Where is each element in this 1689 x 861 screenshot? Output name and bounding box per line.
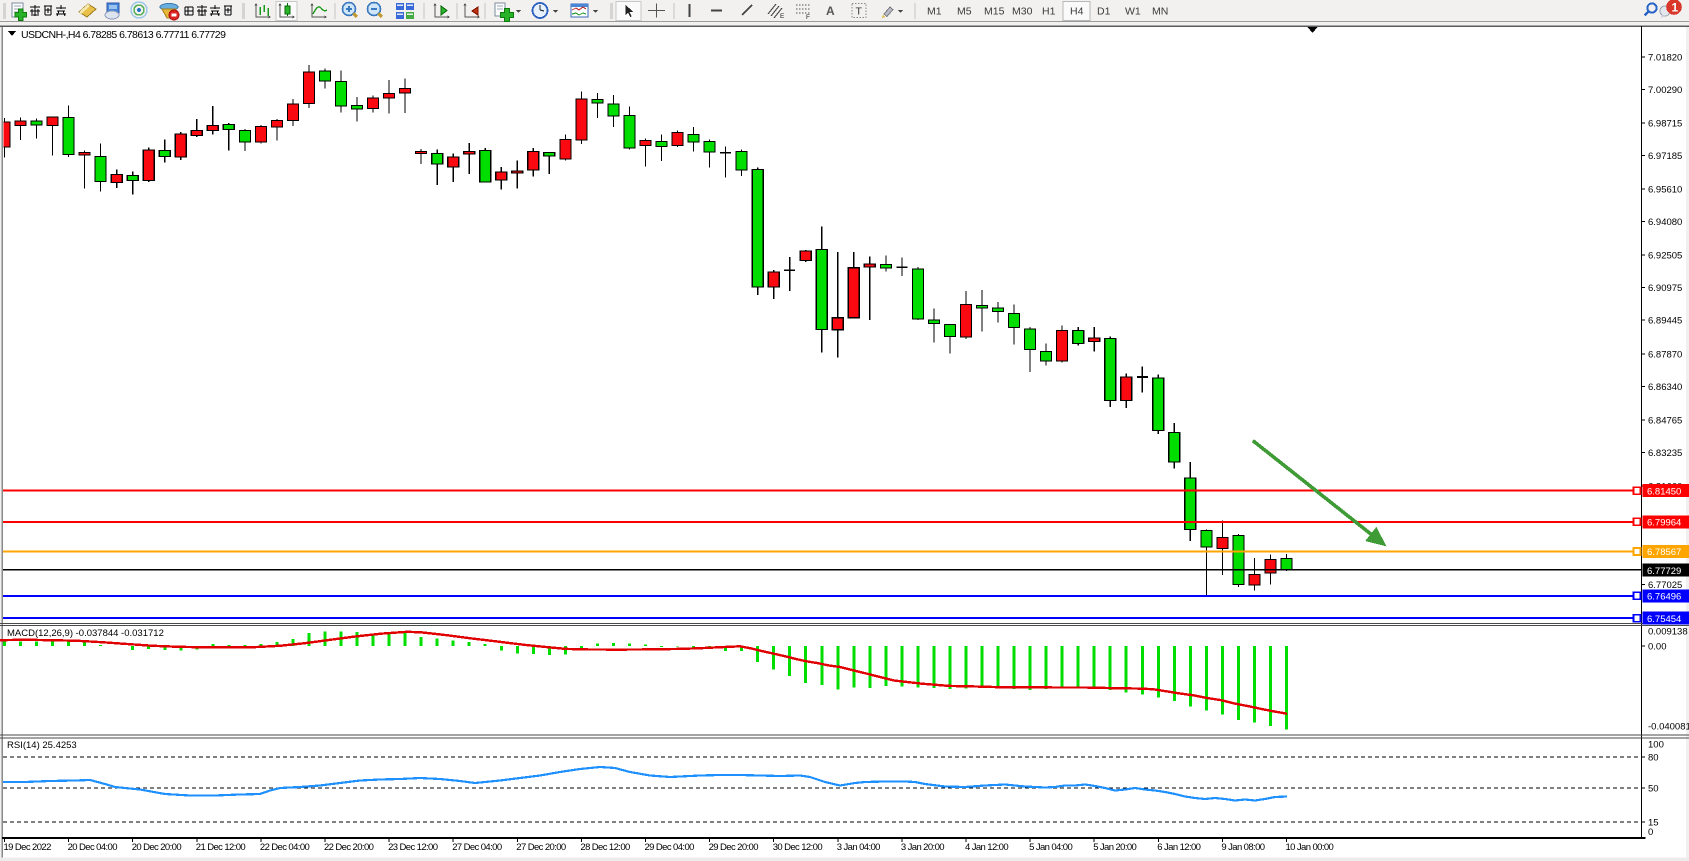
svg-text:21 Dec 12:00: 21 Dec 12:00 (196, 842, 246, 853)
svg-text:M30: M30 (1012, 6, 1033, 18)
svg-text:F: F (806, 14, 810, 21)
svg-text:M15: M15 (984, 6, 1005, 18)
svg-text:6.77025: 6.77025 (1648, 580, 1682, 591)
svg-text:6.75454: 6.75454 (1647, 614, 1681, 625)
svg-text:6.79964: 6.79964 (1647, 518, 1681, 529)
svg-text:10 Jan 00:00: 10 Jan 00:00 (1286, 842, 1334, 853)
svg-text:H4: H4 (1070, 6, 1084, 18)
svg-text:3 Jan 04:00: 3 Jan 04:00 (837, 842, 880, 853)
svg-text:6.83235: 6.83235 (1648, 448, 1682, 459)
svg-text:20 Dec 04:00: 20 Dec 04:00 (68, 842, 118, 853)
svg-text:1: 1 (1672, 1, 1679, 15)
svg-text:7.00290: 7.00290 (1648, 85, 1682, 96)
svg-text:D1: D1 (1097, 6, 1111, 18)
svg-text:9 Jan 08:00: 9 Jan 08:00 (1221, 842, 1264, 853)
svg-text:MN: MN (1152, 6, 1168, 18)
svg-text:80: 80 (1648, 753, 1659, 764)
svg-text:100: 100 (1648, 740, 1664, 751)
svg-text:0.00: 0.00 (1648, 642, 1667, 653)
svg-text:6.84765: 6.84765 (1648, 415, 1682, 426)
svg-text:15: 15 (1648, 818, 1659, 829)
svg-text:MACD(12,26,9) -0.037844 -0.031: MACD(12,26,9) -0.037844 -0.031712 (7, 628, 164, 639)
svg-text:M1: M1 (927, 6, 942, 18)
svg-text:23 Dec 12:00: 23 Dec 12:00 (388, 842, 438, 853)
svg-text:22 Dec 20:00: 22 Dec 20:00 (324, 842, 374, 853)
svg-text:27 Dec 20:00: 27 Dec 20:00 (516, 842, 566, 853)
svg-text:M5: M5 (957, 6, 972, 18)
svg-text:6.86340: 6.86340 (1648, 382, 1682, 393)
svg-text:27 Dec 04:00: 27 Dec 04:00 (452, 842, 502, 853)
svg-text:RSI(14) 25.4253: RSI(14) 25.4253 (7, 740, 77, 751)
svg-text:6.95610: 6.95610 (1648, 185, 1682, 196)
svg-text:0: 0 (1648, 827, 1653, 838)
svg-text:6.89445: 6.89445 (1648, 316, 1682, 327)
svg-text:30 Dec 12:00: 30 Dec 12:00 (773, 842, 823, 853)
svg-text:USDCNH-,H4 6.78285 6.78613 6.: USDCNH-,H4 6.78285 6.78613 6.77711 6.777… (21, 29, 226, 41)
svg-text:7.01820: 7.01820 (1648, 52, 1682, 63)
svg-text:29 Dec 20:00: 29 Dec 20:00 (709, 842, 759, 853)
svg-text:6.90975: 6.90975 (1648, 283, 1682, 294)
svg-text:6.94080: 6.94080 (1648, 217, 1682, 228)
svg-text:28 Dec 12:00: 28 Dec 12:00 (580, 842, 630, 853)
svg-text:22 Dec 04:00: 22 Dec 04:00 (260, 842, 310, 853)
svg-text:6.87870: 6.87870 (1648, 349, 1682, 360)
svg-text:50: 50 (1648, 784, 1659, 795)
svg-text:6 Jan 12:00: 6 Jan 12:00 (1157, 842, 1200, 853)
svg-text:6.92505: 6.92505 (1648, 251, 1682, 262)
svg-text:3 Jan 20:00: 3 Jan 20:00 (901, 842, 944, 853)
svg-text:E: E (780, 13, 785, 20)
svg-text:H1: H1 (1042, 6, 1056, 18)
svg-text:6.81450: 6.81450 (1647, 486, 1681, 497)
svg-text:20 Dec 20:00: 20 Dec 20:00 (132, 842, 182, 853)
svg-text:19 Dec 2022: 19 Dec 2022 (4, 842, 52, 853)
svg-text:29 Dec 04:00: 29 Dec 04:00 (645, 842, 695, 853)
svg-text:T: T (856, 6, 863, 18)
svg-text:6.76496: 6.76496 (1647, 592, 1681, 603)
svg-text:6.97185: 6.97185 (1648, 151, 1682, 162)
svg-text:A: A (826, 4, 835, 18)
svg-text:-0.040081: -0.040081 (1648, 722, 1689, 733)
svg-text:6.78567: 6.78567 (1647, 547, 1681, 558)
svg-text:W1: W1 (1125, 6, 1141, 18)
svg-text:4 Jan 12:00: 4 Jan 12:00 (965, 842, 1008, 853)
svg-text:5 Jan 04:00: 5 Jan 04:00 (1029, 842, 1072, 853)
svg-text:6.98715: 6.98715 (1648, 119, 1682, 130)
svg-text:6.77729: 6.77729 (1647, 566, 1681, 577)
svg-text:5 Jan 20:00: 5 Jan 20:00 (1093, 842, 1136, 853)
svg-text:0.009138: 0.009138 (1648, 627, 1688, 638)
